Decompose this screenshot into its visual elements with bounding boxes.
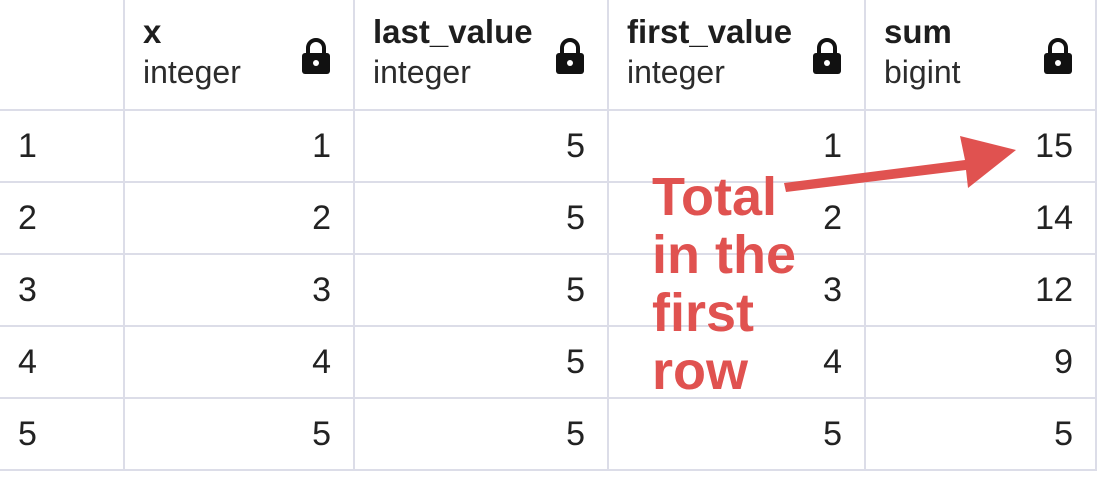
cell-x[interactable]: 1 — [124, 110, 355, 183]
cell-first-value[interactable]: 4 — [608, 326, 866, 399]
result-grid: x integer last_value integer first_val — [0, 0, 1097, 471]
table-row[interactable]: 5 5 5 5 5 — [0, 398, 1097, 471]
row-number[interactable]: 1 — [0, 110, 125, 183]
rownum-header[interactable] — [0, 0, 125, 111]
table-row[interactable]: 1 1 5 1 15 — [0, 110, 1097, 183]
cell-sum[interactable]: 15 — [865, 110, 1097, 183]
cell-last-value[interactable]: 5 — [354, 398, 609, 471]
lock-icon — [813, 38, 841, 74]
cell-sum[interactable]: 9 — [865, 326, 1097, 399]
cell-sum[interactable]: 12 — [865, 254, 1097, 327]
cell-sum[interactable]: 5 — [865, 398, 1097, 471]
row-number[interactable]: 5 — [0, 398, 125, 471]
column-header-last-value[interactable]: last_value integer — [354, 0, 609, 111]
column-type: integer — [627, 54, 725, 90]
column-header-x[interactable]: x integer — [124, 0, 355, 111]
cell-first-value[interactable]: 5 — [608, 398, 866, 471]
table-row[interactable]: 4 4 5 4 9 — [0, 326, 1097, 399]
column-name: last_value — [373, 13, 533, 50]
table-row[interactable]: 3 3 5 3 12 — [0, 254, 1097, 327]
cell-x[interactable]: 4 — [124, 326, 355, 399]
row-number[interactable]: 4 — [0, 326, 125, 399]
cell-x[interactable]: 2 — [124, 182, 355, 255]
cell-sum[interactable]: 14 — [865, 182, 1097, 255]
column-type: integer — [143, 54, 241, 90]
cell-last-value[interactable]: 5 — [354, 326, 609, 399]
column-name: first_value — [627, 13, 793, 50]
cell-first-value[interactable]: 3 — [608, 254, 866, 327]
column-name: x — [143, 13, 162, 50]
row-number[interactable]: 2 — [0, 182, 125, 255]
cell-first-value[interactable]: 1 — [608, 110, 866, 183]
column-type: bigint — [884, 54, 961, 90]
lock-icon — [302, 38, 330, 74]
column-type: integer — [373, 54, 471, 90]
column-name: sum — [884, 13, 952, 50]
column-header-sum[interactable]: sum bigint — [865, 0, 1097, 111]
table-row[interactable]: 2 2 5 2 14 — [0, 182, 1097, 255]
cell-x[interactable]: 3 — [124, 254, 355, 327]
cell-first-value[interactable]: 2 — [608, 182, 866, 255]
header-row: x integer last_value integer first_val — [0, 0, 1097, 111]
row-number[interactable]: 3 — [0, 254, 125, 327]
cell-x[interactable]: 5 — [124, 398, 355, 471]
column-header-first-value[interactable]: first_value integer — [608, 0, 866, 111]
cell-last-value[interactable]: 5 — [354, 182, 609, 255]
cell-last-value[interactable]: 5 — [354, 110, 609, 183]
lock-icon — [1044, 38, 1072, 74]
cell-last-value[interactable]: 5 — [354, 254, 609, 327]
lock-icon — [556, 38, 584, 74]
